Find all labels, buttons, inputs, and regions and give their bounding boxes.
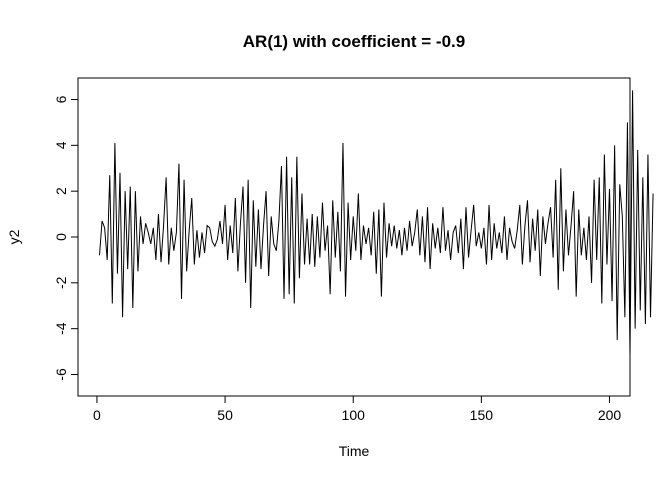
plot-frame <box>77 77 631 397</box>
x-tick-label: 100 <box>342 407 366 423</box>
series-line <box>99 90 654 357</box>
y-tick-label: 6 <box>53 95 69 103</box>
x-axis: 0 50 100 150 200 <box>93 395 622 423</box>
x-axis-label: Time <box>339 443 370 459</box>
x-tick-label: 200 <box>598 407 622 423</box>
y-tick-label: 4 <box>53 141 69 149</box>
y-tick-label: -4 <box>53 322 69 335</box>
y-tick-label: 0 <box>53 233 69 241</box>
x-tick-label: 50 <box>217 407 233 423</box>
x-tick-label: 0 <box>93 407 101 423</box>
y-tick-label: -6 <box>53 368 69 381</box>
y-tick-label: 2 <box>53 187 69 195</box>
y-axis: -6 -4 -2 0 2 4 6 <box>53 95 79 381</box>
x-tick-label: 150 <box>470 407 494 423</box>
y-axis-label: y2 <box>6 229 22 244</box>
chart-title: AR(1) with coefficient = -0.9 <box>243 32 465 51</box>
y-tick-label: -2 <box>53 276 69 289</box>
